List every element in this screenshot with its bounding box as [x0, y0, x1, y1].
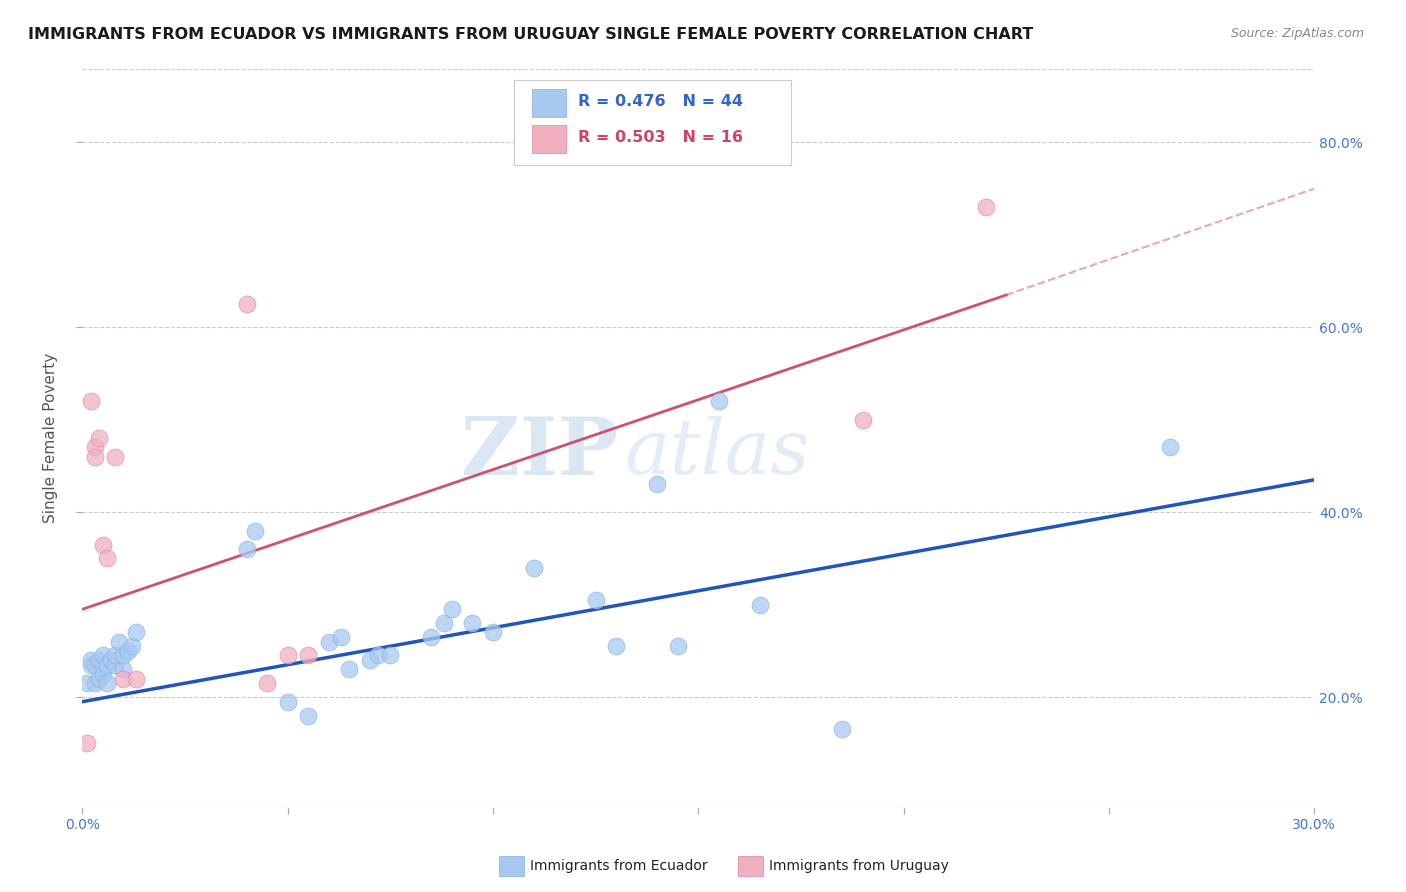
- Point: [87, 431, 110, 445]
- Point: [482, 625, 505, 640]
- Text: Immigrants from Uruguay: Immigrants from Uruguay: [769, 859, 949, 873]
- Point: [83, 450, 105, 464]
- Point: [440, 602, 463, 616]
- Point: [277, 695, 299, 709]
- Point: [112, 662, 135, 676]
- Point: [605, 639, 627, 653]
- Point: [359, 653, 381, 667]
- Point: [104, 450, 127, 464]
- Point: [108, 634, 131, 648]
- Point: [380, 648, 402, 663]
- Point: [523, 560, 546, 574]
- Point: [433, 616, 456, 631]
- Point: [974, 200, 997, 214]
- Point: [87, 672, 110, 686]
- FancyBboxPatch shape: [513, 79, 790, 165]
- Point: [104, 648, 127, 663]
- Text: R = 0.476   N = 44: R = 0.476 N = 44: [578, 95, 742, 110]
- Point: [76, 736, 98, 750]
- Point: [100, 653, 122, 667]
- Point: [96, 676, 118, 690]
- Point: [585, 593, 607, 607]
- Point: [83, 657, 105, 672]
- Point: [235, 542, 257, 557]
- Point: [125, 625, 148, 640]
- Y-axis label: Single Female Poverty: Single Female Poverty: [44, 353, 58, 524]
- Point: [748, 598, 770, 612]
- Point: [277, 648, 299, 663]
- Point: [831, 723, 853, 737]
- Point: [420, 630, 443, 644]
- Point: [125, 672, 148, 686]
- Point: [79, 394, 101, 409]
- Point: [1159, 441, 1181, 455]
- Text: R = 0.503   N = 16: R = 0.503 N = 16: [578, 130, 742, 145]
- Point: [318, 634, 340, 648]
- Point: [367, 648, 389, 663]
- Point: [91, 537, 114, 551]
- Text: ZIP: ZIP: [461, 414, 619, 492]
- Bar: [499, 856, 524, 876]
- Point: [243, 524, 266, 538]
- Text: atlas: atlas: [624, 416, 810, 490]
- Point: [121, 639, 143, 653]
- Point: [87, 653, 110, 667]
- Bar: [738, 856, 763, 876]
- Point: [79, 653, 101, 667]
- Point: [96, 551, 118, 566]
- Point: [235, 297, 257, 311]
- Text: Source: ZipAtlas.com: Source: ZipAtlas.com: [1230, 27, 1364, 40]
- Point: [297, 708, 319, 723]
- Point: [851, 413, 873, 427]
- Bar: [531, 88, 567, 117]
- Point: [330, 630, 353, 644]
- Point: [117, 644, 139, 658]
- Point: [707, 394, 730, 409]
- Point: [645, 477, 668, 491]
- Point: [104, 657, 127, 672]
- Point: [256, 676, 278, 690]
- Point: [79, 657, 101, 672]
- Point: [461, 616, 484, 631]
- Point: [666, 639, 689, 653]
- Point: [112, 648, 135, 663]
- Bar: [531, 125, 567, 153]
- Point: [76, 676, 98, 690]
- Point: [83, 441, 105, 455]
- Point: [297, 648, 319, 663]
- Point: [91, 667, 114, 681]
- Point: [96, 657, 118, 672]
- Point: [91, 648, 114, 663]
- Point: [112, 672, 135, 686]
- Text: Immigrants from Ecuador: Immigrants from Ecuador: [530, 859, 707, 873]
- Point: [337, 662, 360, 676]
- Point: [83, 676, 105, 690]
- Text: IMMIGRANTS FROM ECUADOR VS IMMIGRANTS FROM URUGUAY SINGLE FEMALE POVERTY CORRELA: IMMIGRANTS FROM ECUADOR VS IMMIGRANTS FR…: [28, 27, 1033, 42]
